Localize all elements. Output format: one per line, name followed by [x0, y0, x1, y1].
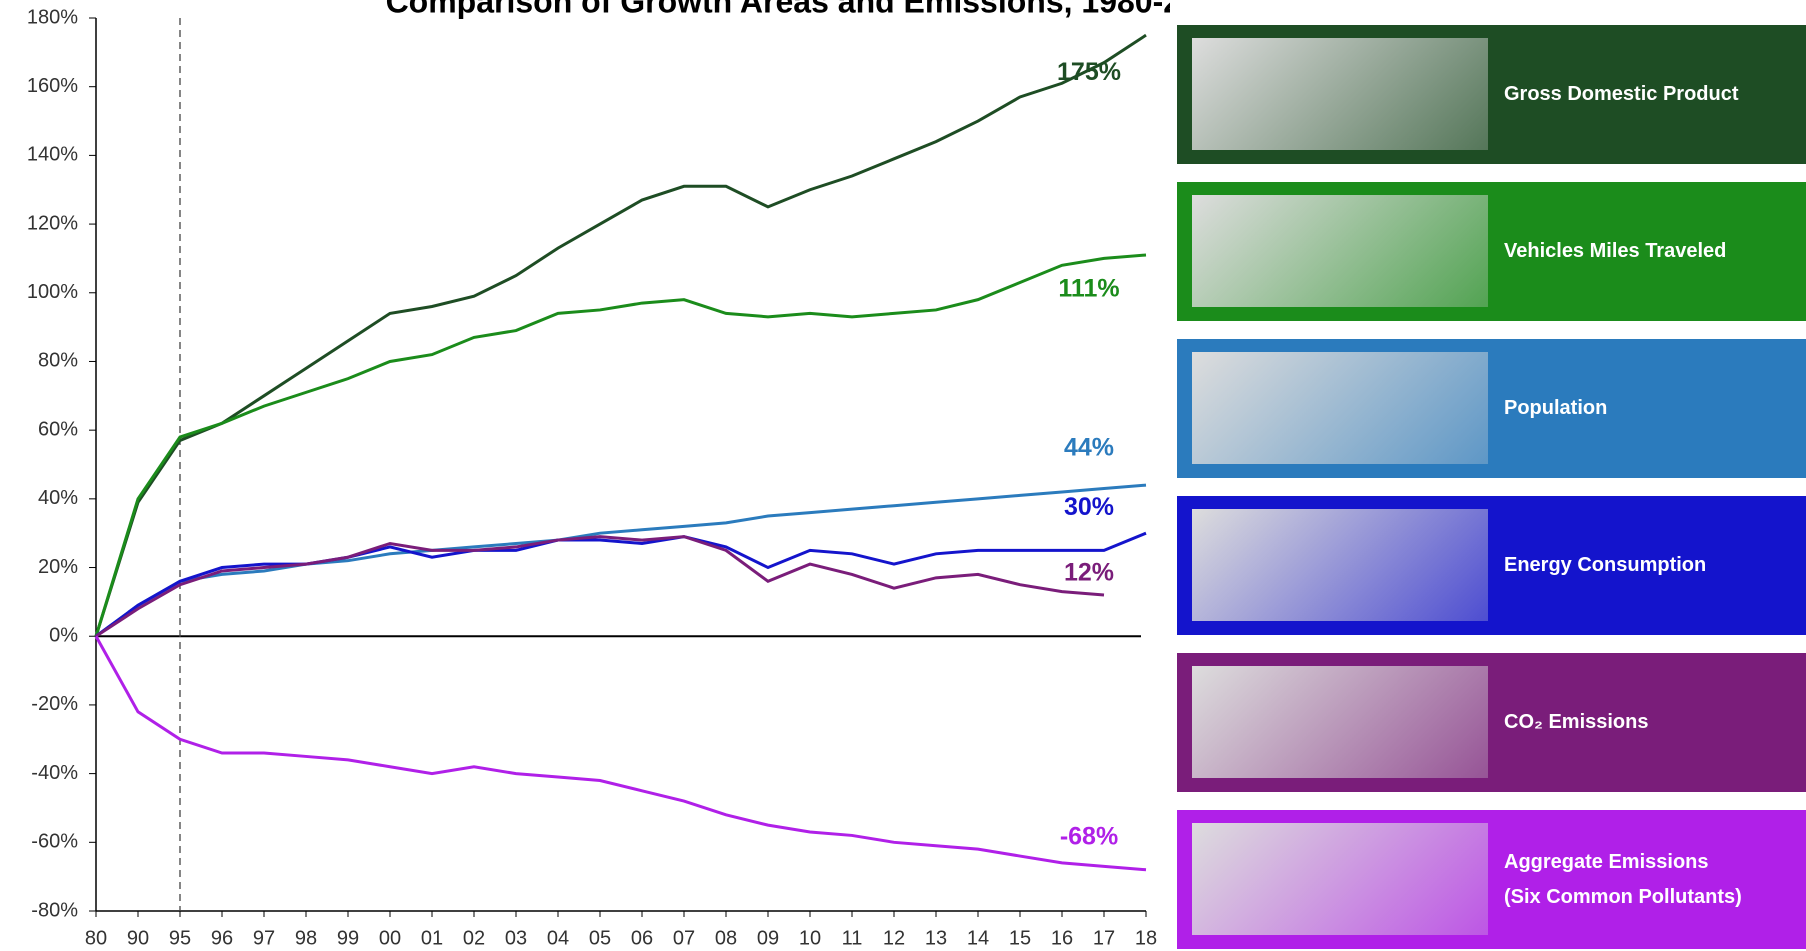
x-tick-label: 18: [1135, 927, 1157, 949]
y-tick-label: 120%: [27, 212, 78, 234]
x-tick-label: 04: [547, 927, 569, 949]
chart: Comparison of Growth Areas and Emissions…: [27, 0, 1170, 949]
y-tick-label: -80%: [31, 899, 78, 921]
legend-photo: [1192, 509, 1488, 621]
x-tick-label: 01: [421, 927, 443, 949]
x-tick-label: 14: [967, 927, 989, 949]
data-label: 12%: [1064, 559, 1114, 587]
x-tick-label: 11: [842, 927, 863, 949]
data-label: 175%: [1057, 58, 1121, 86]
series-line: [95, 483, 1147, 638]
x-tick-label: 10: [799, 927, 821, 949]
legend-label: Aggregate Emissions (Six Common Pollutan…: [1504, 850, 1742, 908]
y-tick-label: -60%: [31, 831, 78, 853]
x-tick-label: 09: [757, 927, 779, 949]
legend-panel: Population: [1177, 339, 1806, 478]
x-tick-label: 07: [673, 927, 695, 949]
y-tick-label: 80%: [38, 350, 78, 372]
y-tick-label: 180%: [27, 6, 78, 28]
legend-photo: [1192, 823, 1488, 935]
x-tick-label: 13: [925, 927, 947, 949]
series-line: [94, 33, 1147, 637]
legend-panel: Aggregate Emissions (Six Common Pollutan…: [1177, 810, 1806, 949]
x-tick-label: 06: [631, 927, 653, 949]
x-tick-label: 12: [883, 927, 905, 949]
series-line: [95, 535, 1105, 638]
x-tick-label: 02: [463, 927, 485, 949]
legend-panel: Energy Consumption: [1177, 496, 1806, 635]
x-tick-label: 95: [169, 927, 191, 949]
y-tick-label: -20%: [31, 693, 78, 715]
x-tick-label: 97: [253, 927, 275, 949]
legend-panel: Gross Domestic Product: [1177, 25, 1806, 164]
legend-photo: [1192, 38, 1488, 150]
y-tick-label: 20%: [38, 556, 78, 578]
x-tick-label: 03: [505, 927, 527, 949]
legend-photo: [1192, 352, 1488, 464]
y-tick-label: 140%: [27, 144, 78, 166]
data-label: 30%: [1064, 493, 1114, 521]
x-tick-label: 16: [1051, 927, 1073, 949]
x-tick-label: 17: [1093, 927, 1115, 949]
legend-label: Gross Domestic Product: [1504, 83, 1739, 105]
y-tick-label: 60%: [38, 418, 78, 440]
legend-label: Energy Consumption: [1504, 554, 1707, 576]
legend-label: CO₂ Emissions: [1504, 711, 1649, 733]
y-tick-label: 0%: [49, 625, 78, 647]
x-tick-label: 80: [85, 927, 107, 949]
legend-photo: [1192, 195, 1488, 307]
legend-panel: CO₂ Emissions: [1177, 653, 1806, 792]
legend-label: Population: [1504, 397, 1608, 419]
legend-photo: [1192, 666, 1488, 778]
x-tick-label: 99: [337, 927, 359, 949]
x-tick-label: 90: [127, 927, 149, 949]
x-tick-label: 98: [295, 927, 317, 949]
x-tick-label: 96: [211, 927, 233, 949]
legend-label: Vehicles Miles Traveled: [1504, 240, 1727, 262]
data-label: 44%: [1064, 434, 1114, 462]
y-tick-label: 160%: [27, 75, 78, 97]
y-tick-label: 100%: [27, 281, 78, 303]
x-tick-label: 15: [1009, 927, 1031, 949]
data-label: 111%: [1058, 275, 1119, 303]
x-tick-label: 05: [589, 927, 611, 949]
chart-title: Comparison of Growth Areas and Emissions…: [386, 0, 1170, 19]
legend-panel: Vehicles Miles Traveled: [1177, 182, 1806, 321]
y-tick-label: 40%: [38, 487, 78, 509]
series-line: [95, 531, 1147, 638]
y-tick-label: -40%: [31, 762, 78, 784]
data-label: -68%: [1060, 822, 1118, 850]
x-tick-label: 00: [379, 927, 401, 949]
series-line: [94, 635, 1147, 872]
x-tick-label: 08: [715, 927, 737, 949]
series-line: [94, 253, 1147, 637]
